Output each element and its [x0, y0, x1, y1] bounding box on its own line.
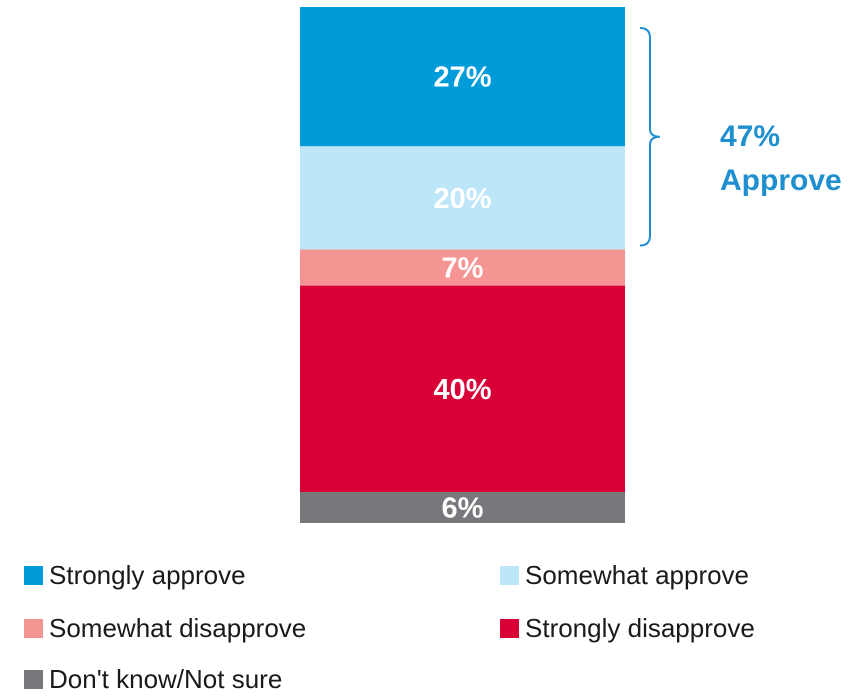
legend-label: Somewhat approve	[525, 560, 750, 590]
legend-item-somewhat-disapprove: Somewhat disapprove	[24, 613, 306, 644]
bar-segment-1	[300, 146, 625, 250]
legend-item-strongly-approve: Strongly approve	[24, 560, 246, 591]
legend-label: Strongly approve	[49, 560, 246, 590]
bar-segment-2	[300, 249, 625, 286]
legend-swatch	[24, 566, 43, 585]
legend-item-somewhat-approve: Somewhat approve	[500, 560, 749, 591]
stacked-bar-chart: 27% 20% 7% 40% 6% 47% Approve	[300, 7, 842, 525]
legend-item-strongly-disapprove: Strongly disapprove	[500, 613, 755, 644]
approve-bracket	[639, 27, 661, 247]
bar-segment-4	[300, 492, 625, 523]
legend-label: Don't know/Not sure	[49, 664, 283, 694]
bar-segment-3	[300, 285, 625, 493]
bar-segment-label-3: 40%	[433, 374, 491, 406]
legend-swatch	[500, 619, 519, 638]
bar-segment-label-0: 27%	[433, 62, 491, 94]
bar-segment-label-2: 7%	[442, 253, 484, 285]
legend-swatch	[500, 566, 519, 585]
approve-caption-label: Approve	[720, 164, 842, 197]
bar-segment-0	[300, 7, 625, 147]
legend-item-dont-know: Don't know/Not sure	[24, 664, 282, 695]
legend-label: Strongly disapprove	[525, 613, 755, 643]
bar-segment-label-1: 20%	[433, 183, 491, 215]
legend-label: Somewhat disapprove	[49, 613, 307, 643]
legend-swatch	[24, 619, 43, 638]
stacked-bar: 27% 20% 7% 40% 6%	[300, 7, 625, 525]
legend-swatch	[24, 670, 43, 689]
bar-segment-label-4: 6%	[442, 493, 484, 525]
approve-total-label: 47%	[720, 120, 780, 153]
